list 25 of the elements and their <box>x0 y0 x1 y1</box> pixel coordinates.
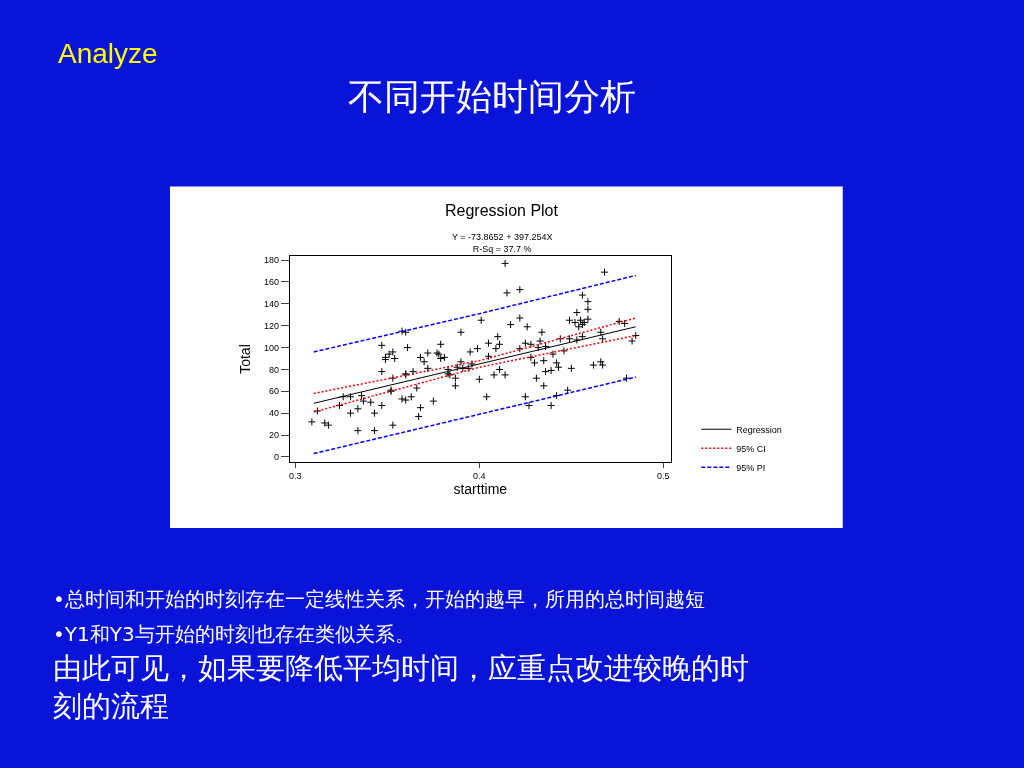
y-axis-title: Total <box>236 344 253 374</box>
y-tick-label: 20 <box>268 430 279 441</box>
legend-label: Regression <box>736 424 782 435</box>
y-tick-label: 40 <box>268 408 279 419</box>
chart-title: Regression Plot <box>445 202 559 219</box>
x-tick-label: 0.4 <box>473 471 486 482</box>
y-tick-label: 80 <box>268 364 279 375</box>
y-tick-label: 140 <box>263 298 279 309</box>
y-tick-label: 160 <box>263 277 279 288</box>
text: 不同开始时间分析 <box>348 76 636 117</box>
chart-subtitle: Y = -73.8652 + 397.254X R-Sq = 37.7 % <box>452 232 553 254</box>
y-tick-label: 0 <box>273 452 279 463</box>
y-tick-label: 120 <box>263 320 279 331</box>
x-tick-label: 0.5 <box>657 471 670 482</box>
y-tick-label: 60 <box>268 386 279 397</box>
text: •Y1和Y3与开始的时刻也存在类似关系。 <box>53 622 415 646</box>
y-tick-label: 180 <box>263 255 279 266</box>
x-axis-title: starttime <box>453 481 508 498</box>
legend-label: 95% CI <box>736 443 766 454</box>
text: 由此可见，如果要降低平均时间，应重点改进较晚的时刻的流程 <box>53 651 749 723</box>
legend-label: 95% PI <box>736 462 766 473</box>
y-tick-label: 100 <box>263 342 279 353</box>
x-tick-label: 0.3 <box>289 471 302 482</box>
text: Analyze <box>58 38 158 69</box>
text: •总时间和开始的时刻存在一定线性关系，开始的越早，所用的总时间越短 <box>53 587 705 611</box>
